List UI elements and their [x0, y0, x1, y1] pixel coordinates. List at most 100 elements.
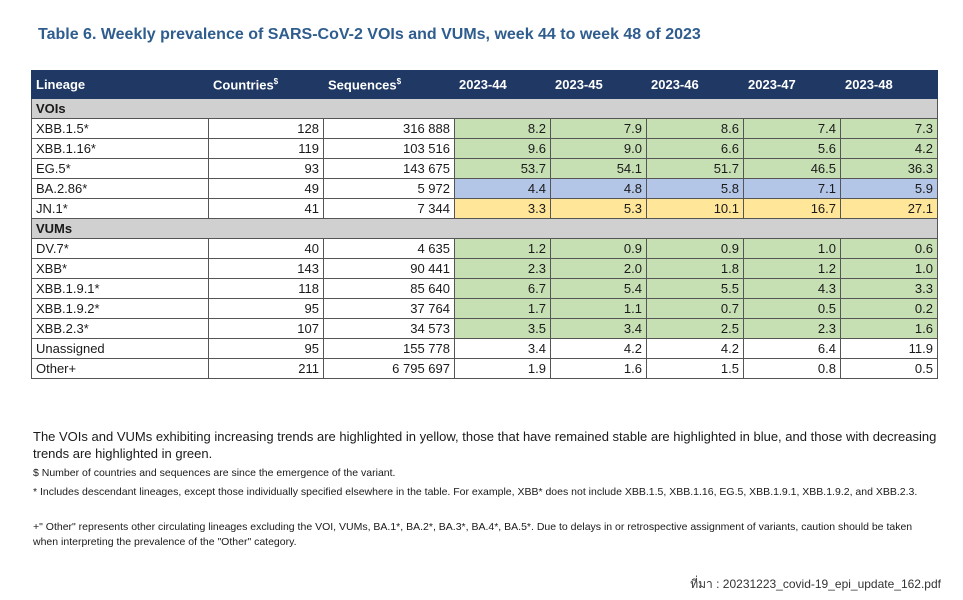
header-lineage: Lineage	[31, 70, 209, 99]
prevalence-cell: 7.3	[840, 118, 938, 139]
prevalence-cell: 2.5	[646, 318, 744, 339]
prevalence-cell: 5.4	[550, 278, 647, 299]
footnote-other: +" Other" represents other circulating l…	[33, 521, 913, 548]
sequences-cell: 90 441	[323, 258, 455, 279]
prevalence-cell: 9.6	[454, 138, 551, 159]
lineage-cell: Unassigned	[31, 338, 209, 359]
prevalence-cell: 4.3	[743, 278, 841, 299]
table-row: XBB.1.5* 128 316 888 8.2 7.9 8.6 7.4 7.3	[31, 118, 938, 139]
countries-cell: 107	[208, 318, 324, 339]
header-countries: Countries$	[208, 70, 324, 99]
group-label: VOIs	[31, 98, 938, 119]
prevalence-cell: 27.1	[840, 198, 938, 219]
prevalence-cell: 1.5	[646, 358, 744, 379]
countries-cell: 95	[208, 298, 324, 319]
prevalence-cell: 6.6	[646, 138, 744, 159]
prevalence-cell: 0.9	[550, 238, 647, 259]
sequences-cell: 85 640	[323, 278, 455, 299]
table-row: XBB* 143 90 441 2.3 2.0 1.8 1.2 1.0	[31, 258, 938, 279]
footnote-descendants: * Includes descendant lineages, except t…	[33, 486, 918, 498]
prevalence-cell: 0.6	[840, 238, 938, 259]
lineage-cell: EG.5*	[31, 158, 209, 179]
prevalence-cell: 5.6	[743, 138, 841, 159]
prevalence-cell: 1.0	[840, 258, 938, 279]
sequences-cell: 143 675	[323, 158, 455, 179]
lineage-cell: XBB.1.5*	[31, 118, 209, 139]
prevalence-cell: 2.3	[743, 318, 841, 339]
prevalence-cell: 1.8	[646, 258, 744, 279]
countries-cell: 119	[208, 138, 324, 159]
prevalence-cell: 8.6	[646, 118, 744, 139]
prevalence-table: Lineage Countries$ Sequences$ 2023-44 20…	[31, 70, 938, 379]
lineage-cell: BA.2.86*	[31, 178, 209, 199]
table-row: Unassigned 95 155 778 3.4 4.2 4.2 6.4 11.9	[31, 338, 938, 359]
header-row: Lineage Countries$ Sequences$ 2023-44 20…	[31, 70, 938, 99]
prevalence-cell: 4.8	[550, 178, 647, 199]
prevalence-cell: 3.4	[550, 318, 647, 339]
sequences-cell: 316 888	[323, 118, 455, 139]
prevalence-cell: 4.2	[550, 338, 647, 359]
group-label: VUMs	[31, 218, 938, 239]
prevalence-cell: 3.3	[840, 278, 938, 299]
prevalence-cell: 1.7	[454, 298, 551, 319]
sequences-cell: 103 516	[323, 138, 455, 159]
prevalence-cell: 46.5	[743, 158, 841, 179]
table-row: DV.7* 40 4 635 1.2 0.9 0.9 1.0 0.6	[31, 238, 938, 259]
prevalence-cell: 36.3	[840, 158, 938, 179]
prevalence-cell: 0.8	[743, 358, 841, 379]
countries-cell: 40	[208, 238, 324, 259]
footnote-sources: $ Number of countries and sequences are …	[33, 467, 396, 479]
prevalence-cell: 7.4	[743, 118, 841, 139]
countries-cell: 128	[208, 118, 324, 139]
prevalence-cell: 3.3	[454, 198, 551, 219]
prevalence-cell: 54.1	[550, 158, 647, 179]
prevalence-cell: 2.3	[454, 258, 551, 279]
countries-cell: 49	[208, 178, 324, 199]
prevalence-cell: 6.4	[743, 338, 841, 359]
table-row: XBB.1.9.1* 118 85 640 6.7 5.4 5.5 4.3 3.3	[31, 278, 938, 299]
lineage-cell: JN.1*	[31, 198, 209, 219]
prevalence-cell: 2.0	[550, 258, 647, 279]
prevalence-cell: 4.2	[840, 138, 938, 159]
prevalence-cell: 0.9	[646, 238, 744, 259]
prevalence-cell: 1.6	[840, 318, 938, 339]
prevalence-cell: 1.2	[454, 238, 551, 259]
prevalence-cell: 9.0	[550, 138, 647, 159]
prevalence-cell: 5.9	[840, 178, 938, 199]
countries-cell: 211	[208, 358, 324, 379]
table-row: BA.2.86* 49 5 972 4.4 4.8 5.8 7.1 5.9	[31, 178, 938, 199]
prevalence-cell: 7.1	[743, 178, 841, 199]
group-header-row: VUMs	[31, 218, 938, 239]
countries-cell: 118	[208, 278, 324, 299]
sequences-cell: 4 635	[323, 238, 455, 259]
sequences-cell: 37 764	[323, 298, 455, 319]
countries-cell: 95	[208, 338, 324, 359]
countries-cell: 143	[208, 258, 324, 279]
lineage-cell: XBB.2.3*	[31, 318, 209, 339]
highlight-note: The VOIs and VUMs exhibiting increasing …	[33, 429, 937, 461]
prevalence-cell: 1.0	[743, 238, 841, 259]
table-row: Other+ 211 6 795 697 1.9 1.6 1.5 0.8 0.5	[31, 358, 938, 379]
lineage-cell: XBB.1.16*	[31, 138, 209, 159]
header-week: 2023-44	[454, 70, 551, 99]
prevalence-cell: 5.8	[646, 178, 744, 199]
sequences-cell: 6 795 697	[323, 358, 455, 379]
prevalence-cell: 6.7	[454, 278, 551, 299]
table-row: EG.5* 93 143 675 53.7 54.1 51.7 46.5 36.3	[31, 158, 938, 179]
table-title: Table 6. Weekly prevalence of SARS-CoV-2…	[38, 26, 701, 43]
table-row: JN.1* 41 7 344 3.3 5.3 10.1 16.7 27.1	[31, 198, 938, 219]
header-week: 2023-48	[840, 70, 938, 99]
prevalence-cell: 0.2	[840, 298, 938, 319]
countries-cell: 93	[208, 158, 324, 179]
source-citation: ที่มา : 20231223_covid-19_epi_update_162…	[690, 577, 941, 591]
lineage-cell: XBB*	[31, 258, 209, 279]
prevalence-cell: 0.5	[840, 358, 938, 379]
header-week: 2023-46	[646, 70, 744, 99]
prevalence-cell: 0.7	[646, 298, 744, 319]
prevalence-cell: 1.6	[550, 358, 647, 379]
prevalence-cell: 16.7	[743, 198, 841, 219]
sequences-cell: 5 972	[323, 178, 455, 199]
header-week: 2023-47	[743, 70, 841, 99]
group-header-row: VOIs	[31, 98, 938, 119]
prevalence-cell: 53.7	[454, 158, 551, 179]
